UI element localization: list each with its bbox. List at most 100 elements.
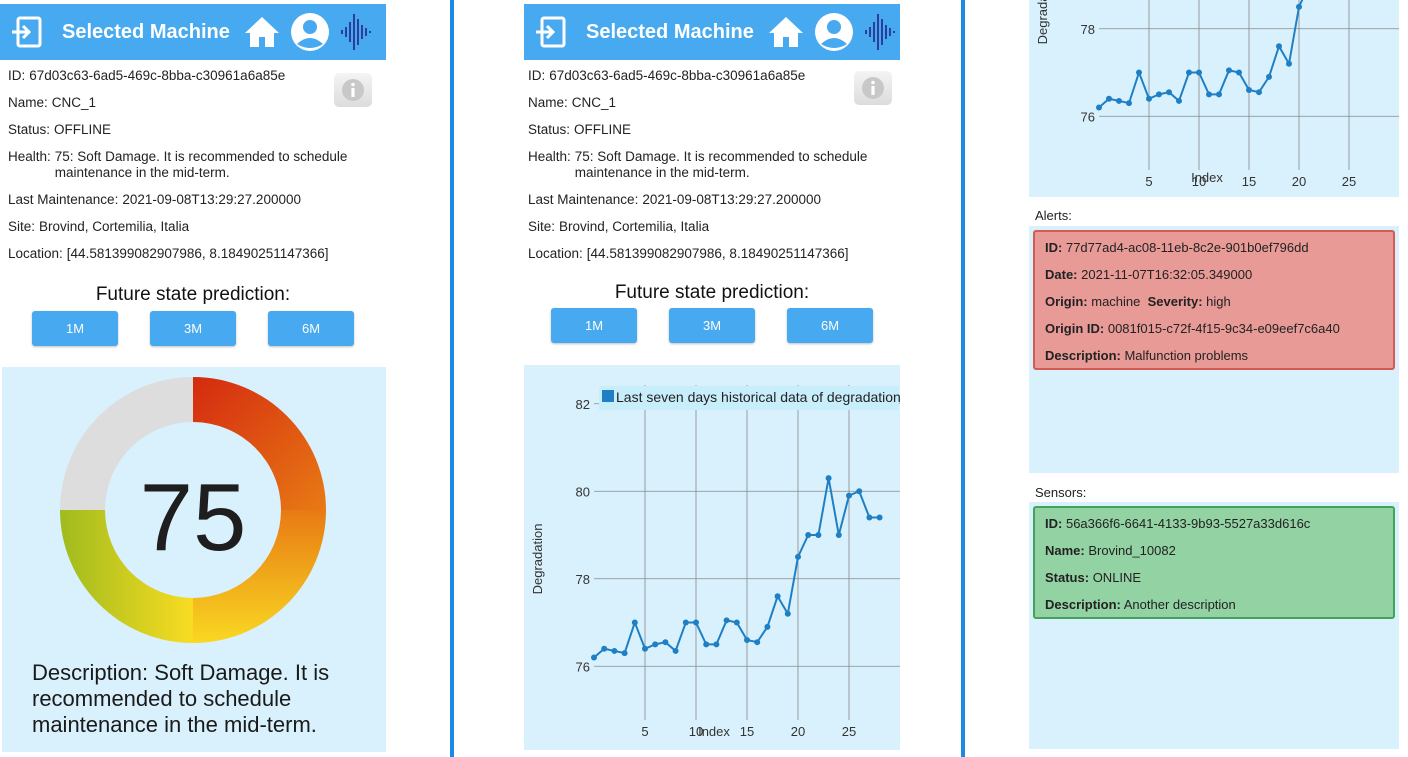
data-point [672, 647, 679, 654]
alert-severity: high [1206, 294, 1231, 309]
name-label: Name: [8, 95, 48, 110]
alert-description-label: Description: [1045, 348, 1121, 363]
data-point [601, 645, 608, 652]
location-label: Location: [528, 246, 583, 261]
data-point [1216, 91, 1222, 98]
alert-origin: machine [1091, 294, 1141, 309]
panel-divider [961, 0, 965, 757]
user-button[interactable] [814, 12, 854, 52]
status-label: Status: [8, 122, 51, 137]
predict-1m-button[interactable]: 1M [32, 311, 118, 346]
y-axis-label: Degradation [530, 524, 545, 595]
user-icon [814, 13, 853, 51]
sensor-name: Brovind_10082 [1088, 543, 1176, 558]
machine-panel-chart: Selected Machine ID [524, 0, 900, 757]
x-tick-label: 10 [689, 724, 703, 739]
data-point [1266, 73, 1272, 80]
data-point [866, 514, 873, 521]
alert-severity-label: Severity: [1147, 294, 1203, 309]
data-point [1166, 89, 1172, 96]
sensor-status: ONLINE [1092, 570, 1142, 585]
machine-status: OFFLINE [54, 122, 112, 137]
alert-card[interactable]: ID: 77d77ad4-ac08-11eb-8c2e-901b0ef796dd… [1033, 230, 1395, 370]
alert-origin-label: Origin: [1045, 294, 1088, 309]
home-icon [768, 17, 803, 47]
prediction-title: Future state prediction: [95, 284, 291, 305]
y-axis-label: Degradation [1035, 0, 1050, 44]
data-point [795, 553, 801, 560]
data-point [591, 654, 597, 661]
info-button[interactable] [334, 73, 372, 107]
waveform-icon [864, 14, 895, 50]
maintenance-label: Last Maintenance: [528, 192, 639, 207]
user-button[interactable] [290, 12, 330, 52]
data-point [774, 593, 781, 600]
x-tick-label: 10 [1192, 174, 1206, 189]
predict-6m-button[interactable]: 6M [268, 311, 354, 346]
data-point [621, 650, 628, 657]
gauge-description: Description: Soft Damage. It is recommen… [32, 660, 330, 737]
data-point [1136, 69, 1142, 76]
waveform-button[interactable] [338, 10, 374, 54]
data-point [1236, 69, 1242, 76]
maintenance-label: Last Maintenance: [8, 192, 119, 207]
machine-id: 67d03c63-6ad5-469c-8bba-c30961a6a85e [549, 68, 806, 83]
data-point [764, 623, 771, 630]
location-label: Location: [8, 246, 63, 261]
data-point [744, 637, 750, 643]
x-tick-label: 5 [641, 724, 648, 739]
home-button[interactable] [242, 12, 282, 52]
alert-id-label: ID: [1045, 240, 1063, 255]
alerts-label: Alerts: [1035, 208, 1072, 223]
data-point [1126, 100, 1132, 107]
y-tick-label: 82 [576, 397, 590, 412]
gauge-value: 75 [140, 464, 247, 571]
user-icon [290, 13, 329, 51]
predict-3m-button[interactable]: 3M [150, 311, 236, 346]
page-title: Selected Machine [62, 20, 230, 43]
data-point [1196, 69, 1202, 76]
data-point [846, 492, 852, 499]
data-point [1286, 60, 1292, 67]
data-point [825, 475, 832, 482]
predict-6m-button[interactable]: 6M [787, 308, 873, 343]
panel-divider [450, 0, 454, 757]
degradation-series-line [593, 477, 880, 659]
gauge-arc-remaining [60, 377, 193, 510]
data-point [1156, 91, 1162, 98]
health-label: Health: [528, 149, 571, 164]
machine-name: CNC_1 [571, 95, 617, 110]
site-label: Site: [528, 219, 556, 234]
data-point [703, 641, 710, 648]
exit-button[interactable] [532, 14, 568, 50]
data-point [856, 488, 863, 495]
site-label: Site: [8, 219, 36, 234]
predict-1m-button[interactable]: 1M [551, 308, 637, 343]
sensor-card[interactable]: ID: 56a366f6-6641-4133-9b93-5527a33d616c… [1033, 506, 1395, 619]
y-tick-label: 76 [576, 659, 590, 674]
x-tick-label: 15 [1242, 174, 1256, 189]
sensor-description: Another description [1123, 597, 1236, 612]
prediction-title: Future state prediction: [614, 282, 810, 303]
waveform-button[interactable] [862, 10, 898, 54]
chart-area-partial [1029, 0, 1399, 197]
alert-id: 77d77ad4-ac08-11eb-8c2e-901b0ef796dd [1065, 240, 1309, 255]
x-axis-label: Index [698, 724, 730, 739]
predict-3m-button[interactable]: 3M [669, 308, 755, 343]
machine-id: 67d03c63-6ad5-469c-8bba-c30961a6a85e [29, 68, 286, 83]
x-axis-label: Index [1191, 170, 1223, 185]
app-header: Selected Machine [0, 4, 386, 60]
gauge-area [2, 367, 386, 752]
exit-button[interactable] [8, 14, 44, 50]
info-icon [342, 79, 364, 101]
id-label: ID: [8, 68, 26, 83]
machine-status: OFFLINE [574, 122, 632, 137]
x-tick-label: 5 [1145, 174, 1152, 189]
info-button[interactable] [854, 71, 892, 105]
sensor-id: 56a366f6-6641-4133-9b93-5527a33d616c [1065, 516, 1311, 531]
x-tick-label: 15 [740, 724, 754, 739]
home-button[interactable] [766, 12, 806, 52]
sensor-description-label: Description: [1045, 597, 1121, 612]
waveform-icon [340, 14, 371, 50]
chart-area [524, 365, 900, 750]
